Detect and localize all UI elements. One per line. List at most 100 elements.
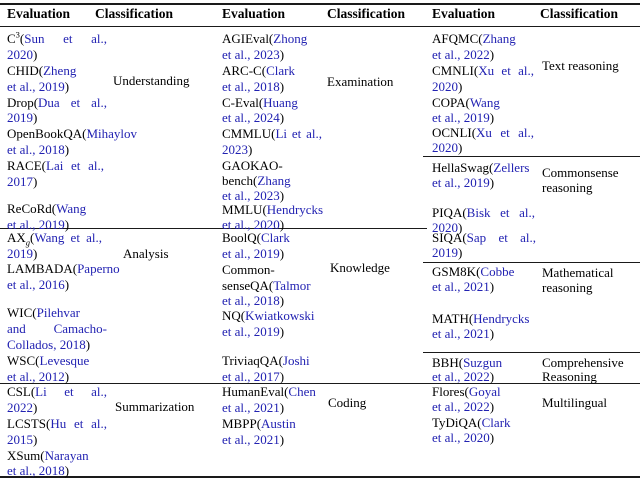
citation-link[interactable]: et al., 2019	[222, 324, 280, 339]
citation-link[interactable]: 2020	[432, 220, 458, 235]
citation-link[interactable]: Li et al.,	[275, 126, 322, 141]
eval-entry-line: BBH(Suzgun	[432, 355, 502, 370]
citation-link[interactable]: et al., 2023	[222, 47, 280, 62]
citation-link[interactable]: 2020	[7, 47, 33, 62]
citation-link[interactable]: Narayan	[44, 448, 89, 463]
column-header-classification: Classification	[540, 6, 619, 21]
eval-entry-line: C-Eval(Huang	[222, 95, 298, 110]
citation-link[interactable]: Talmor	[273, 278, 311, 293]
citation-link[interactable]: et al., 2021	[222, 400, 280, 415]
eval-name-text: )	[489, 399, 495, 414]
citation-link[interactable]: et al., 2019	[7, 79, 65, 94]
citation-link[interactable]: et al., 2021	[432, 326, 490, 341]
citation-link[interactable]: Hendrycks	[266, 202, 324, 217]
citation-link[interactable]: Suzgun	[463, 355, 503, 370]
citation-link[interactable]: Bisk et al.,	[466, 205, 535, 220]
eval-name-text: (	[19, 31, 25, 46]
citation-link[interactable]: Mihaylov	[86, 126, 137, 141]
citation-link[interactable]: et al., 2023	[222, 188, 280, 203]
citation-link[interactable]: et al., 2018	[7, 463, 65, 478]
eval-entry-line: 2019)	[7, 110, 37, 125]
citation-link[interactable]: Sun et al.,	[24, 31, 107, 46]
citation-link[interactable]: et al., 2017	[222, 369, 280, 384]
citation-link[interactable]: Wang	[469, 95, 500, 110]
citation-link[interactable]: Xu et al.,	[478, 63, 534, 78]
citation-link[interactable]: Cobbe	[480, 264, 515, 279]
citation-link[interactable]: Zhang	[482, 31, 516, 46]
citation-link[interactable]: Pilehvar	[36, 305, 80, 320]
citation-link[interactable]: Joshi	[282, 353, 310, 368]
eval-name-text: GAOKAO-	[222, 158, 283, 173]
citation-link[interactable]: et al., 2022	[432, 399, 490, 414]
citation-link[interactable]: et al., 2019	[222, 246, 280, 261]
citation-link[interactable]: Xu et al.,	[476, 125, 534, 140]
citation-link[interactable]: et al., 2018	[222, 79, 280, 94]
eval-entry-line: AXg(Wang et al.,	[7, 230, 102, 247]
citation-link[interactable]: 2020	[432, 79, 458, 94]
eval-name-text: MMLU(	[222, 202, 267, 217]
citation-link[interactable]: Wang et al.,	[34, 230, 102, 245]
eval-name-text: CMNLI(	[432, 63, 479, 78]
citation-link[interactable]: Wang	[56, 201, 87, 216]
citation-link[interactable]: 2019	[432, 245, 458, 260]
eval-name-text: 3	[15, 29, 20, 40]
eval-name-text: )	[279, 217, 285, 232]
citation-link[interactable]: 2022	[7, 400, 33, 415]
citation-link[interactable]: Chen	[288, 384, 316, 399]
table-rule	[0, 3, 640, 5]
citation-link[interactable]: 2019	[7, 110, 33, 125]
citation-link[interactable]: et al., 2021	[222, 432, 280, 447]
citation-link[interactable]: Clark	[481, 415, 511, 430]
citation-link[interactable]: et al., 2020	[432, 430, 490, 445]
citation-link[interactable]: et al., 2022	[432, 47, 490, 62]
citation-link[interactable]: Levesque	[39, 353, 90, 368]
citation-link[interactable]: et al., 2016	[7, 277, 65, 292]
citation-link[interactable]: Clark	[266, 63, 295, 78]
citation-link[interactable]: et al., 2018	[222, 293, 280, 308]
citation-link[interactable]: Dua et al.,	[38, 95, 107, 110]
citation-link[interactable]: et al., 2019	[7, 217, 65, 232]
citation-link[interactable]: Li et al.,	[35, 384, 107, 399]
citation-link[interactable]: Hu et al.,	[50, 416, 107, 431]
citation-link[interactable]: et al., 2012	[7, 369, 65, 384]
citation-link[interactable]: Collados, 2018	[7, 337, 86, 352]
citation-link[interactable]: Hendrycks	[473, 311, 530, 326]
citation-link[interactable]: et al., 2020	[222, 217, 280, 232]
citation-link[interactable]: Austin	[261, 416, 296, 431]
eval-name-text: XSum(	[7, 448, 45, 463]
eval-entry-line: MATH(Hendrycks	[432, 311, 530, 326]
eval-name-text: LCSTS(	[7, 416, 51, 431]
citation-link[interactable]: Goyal	[468, 384, 501, 399]
eval-name-text: RACE(	[7, 158, 46, 173]
citation-link[interactable]: Sap et al.,	[466, 230, 536, 245]
citation-link[interactable]: et al., 2018	[7, 142, 65, 157]
citation-link[interactable]: 2020	[432, 140, 458, 155]
citation-link[interactable]: Zellers	[493, 160, 530, 175]
citation-link[interactable]: et al., 2022	[432, 369, 490, 384]
citation-link[interactable]: Kwiatkowski	[245, 308, 315, 323]
citation-link[interactable]: Paperno	[77, 261, 120, 276]
citation-link[interactable]: 2017	[7, 174, 33, 189]
eval-entry-line: et al., 2017)	[222, 369, 284, 384]
citation-link[interactable]: et al., 2019	[432, 175, 490, 190]
citation-link[interactable]: 2023	[222, 142, 248, 157]
citation-link[interactable]: 2019	[7, 246, 33, 261]
eval-entry-line: MMLU(Hendrycks	[222, 202, 323, 217]
citation-link[interactable]: et al., 2019	[432, 110, 490, 125]
citation-link[interactable]: Lai et al.,	[46, 158, 104, 173]
eval-entry-line: TyDiQA(Clark	[432, 415, 511, 430]
citation-link[interactable]: Zhong	[273, 31, 308, 46]
citation-link[interactable]: Zheng	[43, 63, 77, 78]
citation-link[interactable]: Zhang	[257, 173, 291, 188]
citation-link[interactable]: and Camacho-	[7, 321, 107, 336]
eval-name-text: Flores(	[432, 384, 469, 399]
eval-entry-line: et al., 2020)	[432, 430, 494, 445]
citation-link[interactable]: 2015	[7, 432, 33, 447]
eval-entry-line: LCSTS(Hu et al.,	[7, 416, 107, 431]
eval-entry-line: et al., 2023)	[222, 47, 284, 62]
citation-link[interactable]: Clark	[261, 230, 290, 245]
citation-link[interactable]: et al., 2024	[222, 110, 280, 125]
eval-name-text: AFQMC(	[432, 31, 483, 46]
citation-link[interactable]: Huang	[263, 95, 298, 110]
citation-link[interactable]: et al., 2021	[432, 279, 490, 294]
